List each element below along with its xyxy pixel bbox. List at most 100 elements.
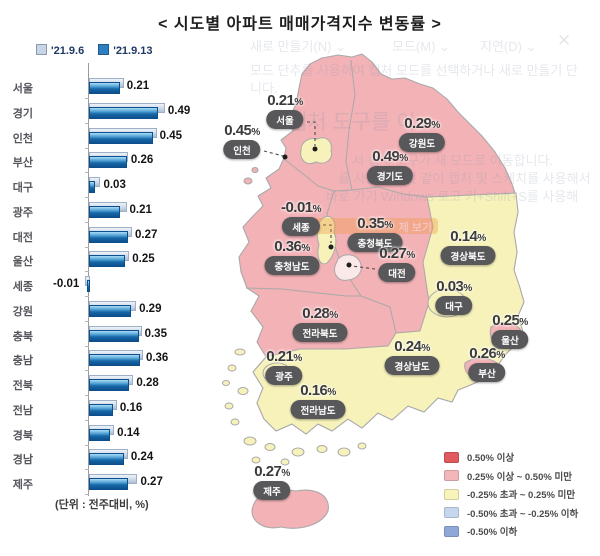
bar-row: 부산 0.26 bbox=[0, 148, 210, 174]
bar-region-label: 울산 bbox=[12, 256, 33, 269]
bar-this-week bbox=[89, 230, 128, 243]
region-daejeon bbox=[334, 254, 362, 281]
map-region-pill: 충청남도 bbox=[264, 256, 320, 275]
bar-region-label: 강원 bbox=[12, 305, 33, 318]
bar-value-label: 0.14 bbox=[117, 426, 140, 439]
bar-row: 인천 0.45 bbox=[0, 124, 210, 149]
map-legend-label: 0.25% 이상 ~ 0.50% 미만 bbox=[467, 471, 572, 483]
map-value: 0.27% bbox=[254, 463, 290, 480]
bar-region-label: 충남 bbox=[12, 355, 33, 368]
islet bbox=[316, 445, 328, 453]
bar-value-label: 0.16 bbox=[119, 401, 143, 414]
bar-region-label: 인천 bbox=[12, 132, 33, 145]
percent-sign: % bbox=[312, 204, 322, 215]
map-region-pill: 세종 bbox=[282, 217, 320, 236]
islet bbox=[222, 380, 230, 386]
bar-this-week bbox=[89, 453, 124, 466]
percent-sign: % bbox=[519, 317, 528, 328]
percent-sign: % bbox=[463, 283, 472, 294]
bar-this-week bbox=[89, 428, 111, 441]
bar-region-label: 부산 bbox=[12, 157, 33, 170]
percent-sign: % bbox=[477, 233, 486, 244]
map-label-부산: 0.26% 부산 bbox=[468, 345, 506, 382]
map-region-pill: 대전 bbox=[378, 263, 416, 282]
map-value: 0.45% bbox=[224, 122, 260, 139]
map-value: 0.26% bbox=[469, 345, 505, 362]
connector-dot-seoul bbox=[312, 146, 318, 152]
axis-tick bbox=[85, 271, 89, 273]
border-jeonbuk-east bbox=[360, 295, 397, 334]
percent-sign: % bbox=[431, 120, 440, 131]
map-label-경상남도: 0.24% 경상남도 bbox=[384, 338, 440, 375]
bar-this-week bbox=[89, 329, 139, 342]
map-legend-swatch bbox=[444, 507, 459, 518]
map-label-인천: 0.45% 인천 bbox=[223, 122, 261, 159]
bar-region-label: 경남 bbox=[12, 454, 33, 467]
map-legend-label: 0.50% 이상 bbox=[467, 453, 515, 464]
axis-tick bbox=[85, 370, 89, 372]
bar-this-week bbox=[89, 106, 159, 119]
bar-this-week bbox=[89, 304, 131, 317]
map-label-경상북도: 0.14% 경상북도 bbox=[440, 228, 496, 265]
map-legend-row: 0.50% 이상 bbox=[444, 450, 578, 464]
bar-row: 경북 0.14 bbox=[0, 421, 210, 446]
bar-value-label: 0.49 bbox=[167, 104, 191, 117]
percent-sign: % bbox=[384, 220, 393, 231]
bar-row: 세종 -0.01 bbox=[0, 272, 210, 297]
bar-row: 경기 0.49 bbox=[0, 99, 210, 124]
islet bbox=[337, 447, 351, 457]
bar-chart: 서울 0.21 경기 0.49 인천 0.45 부산 0.26 대구 0.03 광주 0.21 대전 0.… bbox=[0, 63, 210, 496]
unit-note: (단위 : 전주대비, %) bbox=[55, 499, 149, 511]
bar-region-label: 세종 bbox=[12, 281, 33, 293]
connector-incheon bbox=[263, 150, 284, 157]
islet bbox=[237, 387, 249, 395]
axis-tick bbox=[85, 98, 89, 99]
map-region-pill: 대구 bbox=[435, 296, 473, 315]
axis-tick bbox=[85, 395, 89, 396]
bar-value-label: 0.26 bbox=[130, 154, 154, 167]
bar-value-label: -0.01 bbox=[53, 278, 80, 290]
map-label-대전: 0.27% 대전 bbox=[378, 245, 416, 282]
map-value: 0.29% bbox=[404, 115, 440, 132]
bar-value-label: 0.45 bbox=[159, 129, 183, 142]
islet bbox=[224, 402, 234, 410]
map-label-세종: -0.01% 세종 bbox=[280, 199, 322, 236]
map-legend-row: -0.50% 이하 bbox=[444, 524, 578, 538]
percent-sign: % bbox=[294, 97, 303, 108]
bar-this-week bbox=[89, 478, 128, 490]
connector-sejong bbox=[317, 224, 332, 243]
border-gyeonggi-south bbox=[283, 158, 428, 198]
map-region-pill: 서울 bbox=[266, 110, 304, 129]
map-value: 0.16% bbox=[300, 382, 336, 399]
map-legend-label: -0.25% 초과 ~ 0.25% 미만 bbox=[467, 490, 576, 501]
islet bbox=[357, 442, 367, 450]
axis-tick bbox=[85, 197, 89, 198]
axis-tick bbox=[85, 419, 89, 421]
map-label-강원도: 0.29% 강원도 bbox=[398, 115, 446, 152]
map-value: -0.01% bbox=[280, 199, 322, 216]
border-chungnam-jeonbuk bbox=[245, 287, 361, 297]
bar-region-label: 전남 bbox=[12, 404, 33, 417]
map-region-pill: 광주 bbox=[265, 366, 303, 385]
map-legend: 0.50% 이상 0.25% 이상 ~ 0.50% 미만 -0.25% 초과 ~ 0… bbox=[444, 450, 578, 543]
bar-value-label: 0.35 bbox=[144, 327, 167, 340]
map-legend-row: -0.50% 초과 ~ -0.25% 이하 bbox=[444, 506, 578, 520]
bar-region-label: 서울 bbox=[12, 83, 33, 95]
bar-chart-legend: '21.9.6 '21.9.13 bbox=[36, 44, 153, 57]
map-region-pill: 울산 bbox=[491, 330, 529, 349]
map-region-pill: 전라남도 bbox=[290, 400, 346, 419]
legend-swatch-prev-week bbox=[36, 44, 47, 55]
bar-this-week bbox=[86, 280, 90, 292]
bar-this-week bbox=[89, 181, 96, 193]
connector-dot-daejeon bbox=[346, 262, 352, 268]
islet bbox=[227, 364, 237, 372]
bar-row: 전남 0.16 bbox=[0, 396, 210, 421]
map-label-대구: 0.03% 대구 bbox=[435, 278, 473, 315]
islet bbox=[264, 443, 276, 451]
bar-region-label: 광주 bbox=[12, 206, 33, 219]
percent-sign: % bbox=[281, 468, 290, 479]
map-legend-swatch bbox=[444, 451, 459, 463]
percent-sign: % bbox=[301, 243, 310, 254]
axis-tick bbox=[85, 122, 89, 124]
